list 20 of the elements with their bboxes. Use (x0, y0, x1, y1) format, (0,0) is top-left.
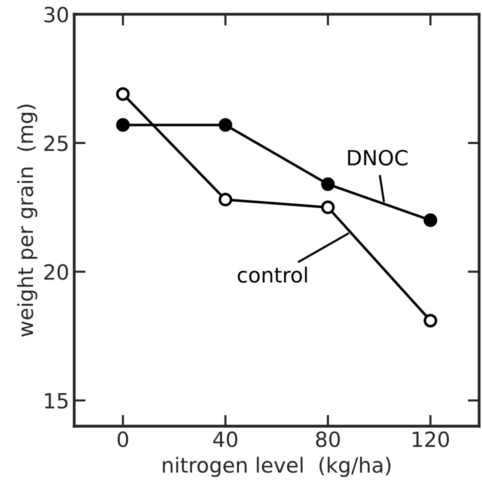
x-tick-label: 80 (316, 431, 340, 448)
y-tick-label: 15 (45, 393, 68, 409)
y-axis-title: weight per grain (mg) (17, 104, 38, 337)
x-tick-label: 0 (118, 431, 128, 448)
point (321, 200, 335, 214)
point (321, 177, 335, 191)
point (116, 87, 130, 101)
y-tick-label: 25 (44, 135, 68, 152)
x-tick-label: 40 (213, 431, 238, 448)
y-tick-label: 20 (44, 264, 68, 280)
point (116, 118, 130, 132)
y-tick-label: 30 (44, 6, 68, 22)
point (218, 118, 232, 132)
series-label: DNOC (348, 150, 408, 166)
x-tick-label: 120 (412, 431, 449, 448)
point (424, 314, 438, 328)
point (218, 192, 232, 206)
x-axis-title: nitrogen level (kg/ha) (162, 456, 390, 477)
legend-label: control (238, 266, 307, 283)
point (424, 213, 438, 228)
